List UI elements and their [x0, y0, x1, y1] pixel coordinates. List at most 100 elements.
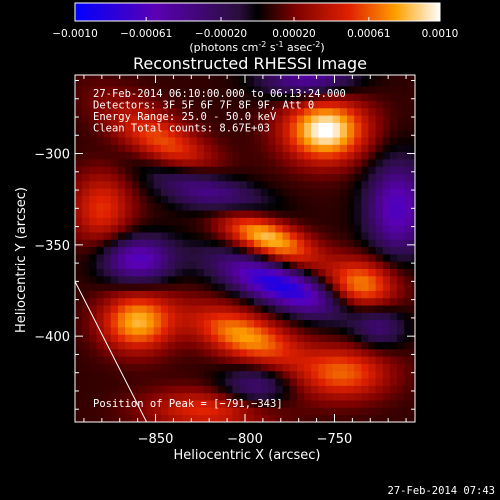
heatmap-cell: [139, 283, 147, 291]
heatmap-cell: [232, 122, 241, 131]
heatmap-cell: [404, 261, 412, 269]
heatmap-cell: [296, 151, 305, 160]
heatmap-cell: [339, 385, 348, 394]
heatmap-cell: [218, 261, 226, 269]
heatmap-cell: [153, 239, 162, 248]
heatmap-cell: [347, 188, 355, 196]
heatmap-cell: [82, 305, 90, 313]
heatmap-cell: [289, 122, 298, 131]
heatmap-cell: [397, 261, 405, 269]
heatmap-cell: [232, 173, 241, 182]
heatmap-cell: [354, 341, 362, 350]
heatmap-cell: [311, 312, 319, 321]
heatmap-cell: [404, 400, 412, 408]
heatmap-cell: [153, 400, 162, 408]
heatmap-cell: [153, 224, 162, 233]
heatmap-cell: [211, 85, 219, 94]
heatmap-cell: [397, 319, 405, 328]
heatmap-cell: [82, 217, 90, 226]
heatmap-cell: [404, 195, 412, 204]
heatmap-cell: [282, 290, 291, 299]
heatmap-cell: [368, 224, 377, 233]
heatmap-cell: [211, 275, 219, 284]
heatmap-cell: [318, 407, 326, 416]
heatmap-cell: [82, 414, 90, 422]
heatmap-cell: [347, 334, 355, 343]
heatmap-cell: [196, 392, 205, 401]
heatmap-cell: [146, 232, 155, 240]
heatmap-cell: [125, 122, 133, 131]
heatmap-cell: [110, 370, 119, 379]
heatmap-cell: [275, 159, 283, 167]
heatmap-cell: [160, 173, 169, 182]
heatmap-cell: [203, 305, 212, 313]
heatmap-cell: [96, 348, 105, 357]
heatmap-cell: [139, 356, 147, 364]
heatmap-cell: [103, 115, 112, 123]
heatmap-cell: [318, 275, 326, 284]
heatmap-cell: [268, 385, 276, 394]
heatmap-cell: [232, 268, 241, 277]
heatmap-cell: [82, 261, 90, 269]
heatmap-cell: [296, 319, 305, 328]
heatmap-cell: [225, 202, 233, 211]
heatmap-cell: [211, 356, 219, 364]
heatmap-cell: [103, 173, 112, 182]
heatmap-cell: [411, 261, 415, 269]
heatmap-cell: [318, 356, 326, 364]
heatmap-cell: [368, 202, 377, 211]
heatmap-cell: [382, 275, 391, 284]
heatmap-cell: [368, 334, 377, 343]
heatmap-cell: [75, 224, 83, 233]
heatmap-cell: [125, 392, 133, 401]
heatmap-cell: [218, 195, 226, 204]
heatmap-cell: [332, 392, 341, 401]
heatmap-cell: [275, 275, 283, 284]
heatmap-cell: [347, 151, 355, 160]
heatmap-cell: [211, 195, 219, 204]
heatmap-cell: [89, 290, 97, 299]
heatmap-cell: [160, 75, 169, 80]
heatmap-cell: [304, 319, 312, 328]
heatmap-cell: [139, 129, 147, 138]
heatmap-cell: [239, 348, 248, 357]
heatmap-cell: [139, 334, 147, 343]
heatmap-cell: [382, 246, 391, 255]
heatmap-cell: [203, 414, 212, 422]
heatmap-cell: [246, 173, 255, 182]
heatmap-cell: [325, 341, 334, 350]
heatmap-cell: [103, 370, 112, 379]
heatmap-cell: [275, 407, 283, 416]
heatmap-cell: [325, 129, 334, 138]
heatmap-cell: [332, 78, 341, 87]
heatmap-cell: [75, 370, 83, 379]
heatmap-cell: [368, 159, 377, 167]
heatmap-cell: [304, 232, 312, 240]
heatmap-cell: [246, 166, 255, 175]
heatmap-cell: [168, 348, 176, 357]
heatmap-cell: [218, 137, 226, 145]
heatmap-cell: [268, 75, 276, 80]
heatmap-cell: [296, 173, 305, 182]
heatmap-cell: [296, 385, 305, 394]
heatmap-cell: [397, 400, 405, 408]
heatmap-cell: [203, 129, 212, 138]
heatmap-cell: [382, 173, 391, 182]
heatmap-cell: [282, 363, 291, 372]
info-line: Detectors: 3F 5F 6F 7F 8F 9F, Att 0: [93, 100, 314, 112]
heatmap-cell: [125, 356, 133, 364]
heatmap-cell: [261, 261, 269, 269]
heatmap-cell: [103, 195, 112, 204]
heatmap-cell: [411, 392, 415, 401]
heatmap-cell: [382, 151, 391, 160]
heatmap-cell: [411, 319, 415, 328]
heatmap-cell: [354, 195, 362, 204]
heatmap-cell: [253, 283, 262, 291]
heatmap-cell: [347, 144, 355, 153]
heatmap-cell: [203, 392, 212, 401]
heatmap-cell: [304, 341, 312, 350]
heatmap-cell: [89, 239, 97, 248]
heatmap-cell: [339, 75, 348, 80]
heatmap-cell: [397, 253, 405, 262]
heatmap-cell: [232, 283, 241, 291]
